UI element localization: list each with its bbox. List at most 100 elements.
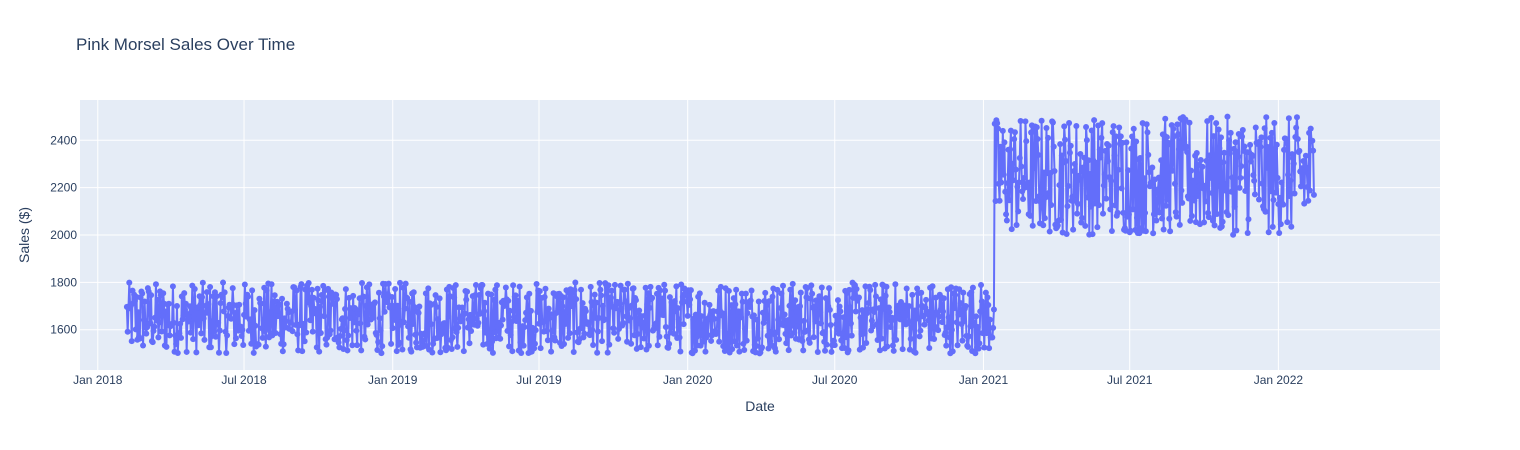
data-point[interactable] — [782, 330, 789, 337]
data-point[interactable] — [807, 295, 814, 302]
data-point[interactable] — [952, 291, 959, 298]
data-point[interactable] — [1187, 217, 1194, 224]
data-point[interactable] — [713, 329, 720, 336]
data-point[interactable] — [1228, 188, 1235, 195]
data-point[interactable] — [506, 343, 513, 350]
data-point[interactable] — [337, 333, 344, 340]
data-point[interactable] — [350, 319, 357, 326]
data-point[interactable] — [960, 289, 967, 296]
data-point[interactable] — [978, 298, 985, 305]
data-point[interactable] — [1222, 187, 1229, 194]
data-point[interactable] — [259, 334, 266, 341]
data-point[interactable] — [291, 306, 298, 313]
data-point[interactable] — [956, 286, 963, 293]
data-point[interactable] — [1123, 139, 1130, 146]
data-point[interactable] — [1035, 152, 1042, 158]
data-point[interactable] — [744, 310, 751, 317]
data-point[interactable] — [659, 295, 666, 302]
data-point[interactable] — [1064, 203, 1071, 210]
data-point[interactable] — [207, 284, 214, 291]
data-point[interactable] — [1175, 131, 1182, 138]
data-point[interactable] — [1290, 160, 1297, 167]
data-point[interactable] — [309, 328, 316, 335]
data-point[interactable] — [820, 329, 827, 336]
data-point[interactable] — [342, 306, 349, 312]
data-point[interactable] — [978, 282, 985, 289]
data-point[interactable] — [396, 339, 403, 346]
data-point[interactable] — [889, 342, 896, 349]
data-point[interactable] — [531, 345, 538, 352]
data-point[interactable] — [199, 294, 206, 301]
data-point[interactable] — [826, 285, 833, 292]
data-point[interactable] — [1104, 158, 1111, 165]
data-point[interactable] — [1250, 172, 1257, 179]
data-point[interactable] — [1057, 141, 1064, 148]
data-point[interactable] — [599, 302, 606, 309]
data-point[interactable] — [1138, 190, 1145, 197]
data-point[interactable] — [1100, 182, 1107, 189]
data-point[interactable] — [1046, 228, 1053, 235]
data-point[interactable] — [1251, 191, 1258, 198]
data-point[interactable] — [1027, 212, 1034, 219]
data-point[interactable] — [486, 345, 493, 352]
data-point[interactable] — [1173, 213, 1180, 220]
data-point[interactable] — [570, 348, 577, 355]
data-point[interactable] — [205, 301, 212, 308]
data-point[interactable] — [598, 292, 605, 299]
data-point[interactable] — [229, 285, 236, 292]
data-point[interactable] — [279, 348, 286, 355]
data-point[interactable] — [448, 345, 455, 352]
data-point[interactable] — [1226, 137, 1233, 144]
data-point[interactable] — [750, 312, 757, 319]
data-point[interactable] — [1190, 178, 1197, 185]
data-point[interactable] — [1001, 139, 1008, 146]
data-point[interactable] — [910, 317, 917, 324]
data-point[interactable] — [596, 280, 603, 287]
data-point[interactable] — [601, 316, 608, 323]
data-point[interactable] — [1249, 153, 1256, 160]
data-point[interactable] — [339, 315, 346, 322]
data-point[interactable] — [622, 298, 629, 305]
data-point[interactable] — [190, 336, 197, 343]
data-point[interactable] — [312, 310, 319, 317]
data-point[interactable] — [1023, 138, 1030, 145]
data-point[interactable] — [397, 279, 403, 286]
data-point[interactable] — [777, 305, 784, 312]
data-point[interactable] — [1109, 129, 1116, 136]
data-point[interactable] — [1170, 125, 1177, 132]
data-point[interactable] — [1108, 228, 1115, 235]
data-point[interactable] — [1188, 212, 1195, 219]
data-point[interactable] — [1101, 171, 1108, 178]
data-point[interactable] — [976, 340, 983, 347]
data-point[interactable] — [624, 280, 631, 287]
data-point[interactable] — [1214, 183, 1221, 190]
data-point[interactable] — [1224, 113, 1231, 120]
data-point[interactable] — [173, 303, 180, 310]
data-point[interactable] — [464, 288, 471, 295]
data-point[interactable] — [1310, 147, 1317, 154]
data-point[interactable] — [737, 308, 744, 315]
data-point[interactable] — [531, 340, 538, 347]
data-point[interactable] — [389, 325, 396, 332]
data-point[interactable] — [1296, 147, 1303, 154]
data-point[interactable] — [1017, 118, 1024, 125]
data-point[interactable] — [294, 331, 301, 338]
data-point[interactable] — [653, 320, 660, 327]
data-point[interactable] — [1127, 227, 1134, 234]
data-point[interactable] — [377, 327, 384, 334]
data-point[interactable] — [666, 340, 673, 347]
data-point[interactable] — [794, 323, 801, 330]
data-point[interactable] — [544, 337, 551, 344]
data-point[interactable] — [620, 319, 627, 326]
data-point[interactable] — [645, 342, 652, 349]
data-point[interactable] — [1310, 191, 1317, 198]
data-point[interactable] — [1213, 210, 1220, 217]
data-point[interactable] — [561, 340, 568, 347]
data-point[interactable] — [1050, 143, 1057, 150]
data-point[interactable] — [906, 303, 913, 310]
data-point[interactable] — [661, 281, 668, 288]
data-point[interactable] — [370, 314, 377, 321]
data-point[interactable] — [1271, 120, 1278, 127]
data-point[interactable] — [886, 309, 893, 316]
data-point[interactable] — [459, 304, 466, 311]
